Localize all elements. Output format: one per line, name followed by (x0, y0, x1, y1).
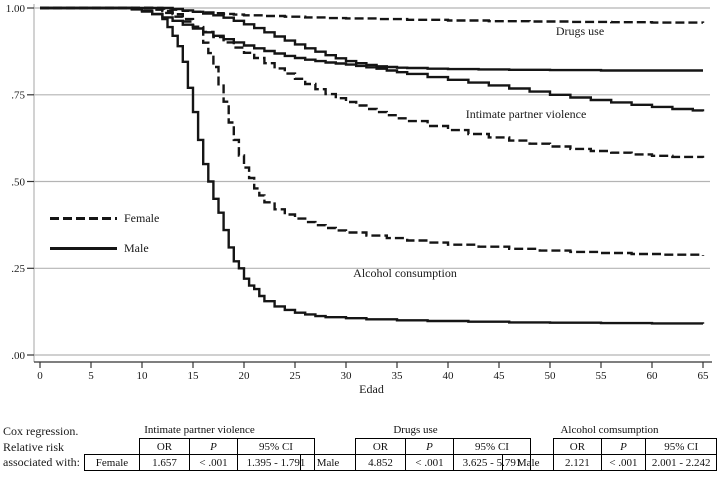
legend-label-female: Female (124, 210, 160, 225)
svg-text:.50: .50 (11, 176, 25, 188)
annotation-alcohol-consumption: Alcohol consumption (353, 266, 457, 280)
column-header-p: P (405, 438, 454, 455)
svg-text:1.00: 1.00 (6, 3, 26, 15)
legend-label-male: Male (124, 240, 149, 255)
cell-ci: 1.395 - 1.791 (237, 454, 315, 471)
svg-text:.75: .75 (11, 90, 25, 102)
svg-text:15: 15 (188, 370, 200, 382)
table-row: Female 1.657 < .001 1.395 - 1.791 (84, 454, 315, 471)
svg-text:55: 55 (596, 370, 608, 382)
note-line: associated with: (3, 455, 80, 469)
cell-or: 1.657 (139, 454, 190, 471)
svg-text:.25: .25 (11, 263, 25, 275)
column-header-ci: 95% CI (453, 438, 531, 455)
solid-line-sample-icon (50, 246, 117, 250)
legend-item-female: Female (50, 210, 159, 226)
cell-p: < .001 (189, 454, 238, 471)
table-title: Alcohol comsumption (560, 424, 659, 436)
svg-text:0: 0 (37, 370, 43, 382)
svg-text:10: 10 (137, 370, 149, 382)
cell-p: < .001 (600, 454, 647, 471)
svg-text:45: 45 (494, 370, 506, 382)
svg-text:Edad: Edad (359, 382, 384, 396)
svg-text:50: 50 (545, 370, 557, 382)
annotation-intimate-partner-violence: Intimate partner violence (465, 107, 587, 121)
column-header-or: OR (553, 438, 602, 455)
annotation-drugs-use: Drugs use (555, 24, 605, 38)
table-alcohol-consumption: Alcohol comsumption OR P 95% CI Male 2.1… (501, 423, 717, 471)
table-title: Drugs use (393, 424, 438, 436)
svg-text:.00: .00 (11, 350, 25, 362)
cell-group: Male (300, 454, 356, 471)
table-row: Male 2.121 < .001 2.001 - 2.242 (501, 454, 717, 471)
cell-or: 2.121 (553, 454, 602, 471)
svg-text:40: 40 (443, 370, 455, 382)
table-title: Intimate partner violence (144, 424, 255, 436)
empty-cell (85, 439, 140, 455)
column-header-ci: 95% CI (645, 438, 717, 455)
cell-group: Female (84, 454, 140, 471)
svg-text:5: 5 (88, 370, 94, 382)
cell-or: 4.852 (355, 454, 406, 471)
column-header-or: OR (139, 438, 190, 455)
svg-text:20: 20 (239, 370, 251, 382)
empty-cell (503, 439, 554, 455)
table-row: Male 4.852 < .001 3.625 - 5.791 (300, 454, 531, 471)
column-header-p: P (600, 438, 647, 455)
chart-legend: Female Male (50, 210, 159, 270)
cell-p: < .001 (405, 454, 454, 471)
cox-regression-note: Cox regression. Relative risk associated… (3, 424, 93, 471)
svg-text:60: 60 (647, 370, 659, 382)
svg-text:30: 30 (341, 370, 353, 382)
empty-cell (301, 439, 356, 455)
column-header-or: OR (355, 438, 406, 455)
dashed-line-sample-icon (50, 216, 117, 220)
note-line: Relative risk (3, 439, 64, 454)
cell-group: Male (501, 454, 555, 471)
table-drugs-use: Drugs use OR P 95% CI Male 4.852 < .001 … (300, 423, 531, 471)
svg-text:65: 65 (698, 370, 710, 382)
table-intimate-partner-violence: Intimate partner violence OR P 95% CI Fe… (84, 423, 315, 471)
svg-text:35: 35 (392, 370, 404, 382)
svg-text:25: 25 (290, 370, 302, 382)
legend-item-male: Male (50, 240, 159, 256)
column-header-p: P (189, 438, 238, 455)
survival-chart: 1.00 .75 .50 .25 .00 0 5 10 15 20 25 30 35 40 45 50 55 60… (6, 3, 712, 396)
cell-ci: 2.001 - 2.242 (645, 454, 717, 471)
note-line: Cox regression. (3, 424, 79, 438)
